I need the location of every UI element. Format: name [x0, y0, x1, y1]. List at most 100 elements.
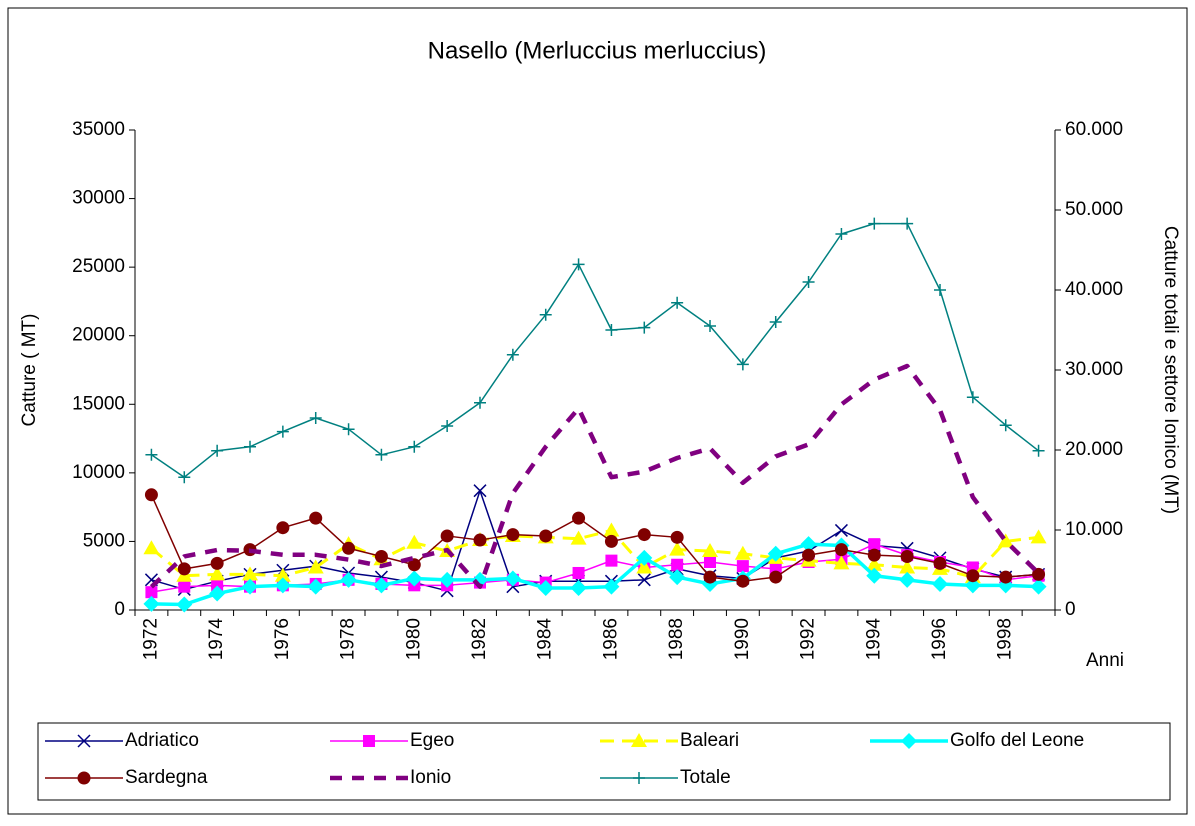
data-point — [375, 448, 388, 461]
legend-label: Golfo del Leone — [950, 730, 1084, 751]
y-tick-label: 0 — [114, 599, 125, 620]
data-point — [144, 488, 158, 502]
data-point — [242, 578, 258, 595]
x-tick-label: 1976 — [272, 618, 293, 660]
data-point — [736, 358, 749, 371]
data-point — [309, 412, 322, 424]
data-point — [670, 530, 684, 544]
data-point — [473, 484, 487, 498]
data-point — [636, 549, 653, 566]
y-tick-label: 5000 — [83, 530, 125, 551]
chart-title: Nasello (Merluccius merluccius) — [428, 37, 767, 64]
data-point — [835, 228, 848, 240]
series-line — [151, 542, 1039, 607]
data-point — [408, 440, 421, 453]
data-point — [145, 586, 158, 599]
data-point — [342, 541, 356, 555]
data-point — [934, 284, 946, 296]
x-tick-label: 1998 — [995, 618, 1016, 660]
x-tick-label: 1988 — [666, 618, 687, 660]
data-point — [145, 448, 158, 461]
data-point — [572, 566, 585, 579]
data-point — [900, 550, 914, 564]
data-point — [441, 420, 454, 432]
y2-axis-label: Catture totali e settore Ionico (MT) — [1160, 226, 1181, 514]
data-point — [703, 570, 717, 584]
data-point — [868, 538, 881, 551]
data-point — [704, 320, 716, 332]
y2-tick-label: 20.000 — [1065, 439, 1123, 460]
data-point — [932, 575, 948, 592]
data-point — [274, 577, 291, 594]
data-point — [276, 425, 289, 438]
data-point — [933, 556, 947, 570]
data-point — [474, 396, 486, 409]
data-point — [966, 569, 980, 583]
series-line — [151, 489, 1039, 592]
data-point — [999, 419, 1012, 432]
data-point — [178, 580, 191, 593]
legend-label: Baleari — [680, 730, 739, 751]
data-point — [407, 558, 421, 572]
data-point — [537, 580, 554, 597]
x-tick-label: 1974 — [206, 618, 227, 661]
data-point — [605, 324, 618, 336]
data-point — [570, 530, 587, 545]
data-point — [899, 559, 916, 574]
data-point — [473, 533, 487, 547]
x-tick-label: 1980 — [403, 618, 424, 660]
data-point — [999, 570, 1013, 584]
y2-tick-label: 30.000 — [1065, 359, 1123, 380]
data-point — [1032, 444, 1045, 457]
data-point — [638, 321, 651, 334]
legend-label: Ionio — [410, 767, 451, 788]
legend-label: Totale — [680, 767, 731, 788]
x-tick-label: 1972 — [140, 618, 161, 660]
data-point — [603, 522, 620, 537]
legend-marker — [363, 735, 375, 747]
data-point — [736, 574, 750, 588]
data-point — [899, 571, 916, 588]
data-point — [244, 440, 256, 453]
x-tick-label: 1996 — [929, 618, 950, 660]
legend-marker — [633, 772, 645, 784]
legend-label: Adriatico — [125, 730, 199, 751]
data-point — [736, 560, 749, 573]
y-tick-label: 35000 — [72, 119, 125, 140]
data-point — [964, 577, 981, 594]
data-point — [143, 540, 160, 555]
data-point — [440, 529, 454, 543]
x-tick-label: 1986 — [600, 618, 621, 660]
x-tick-label: 1994 — [863, 618, 884, 661]
data-point — [604, 534, 618, 548]
data-point — [605, 554, 618, 567]
y-axis-label: Catture ( MT) — [19, 314, 40, 427]
data-point — [1030, 578, 1047, 595]
data-point — [671, 296, 684, 309]
data-point — [901, 217, 914, 230]
data-point — [209, 585, 226, 602]
x-axis-label: Anni — [1086, 650, 1124, 671]
data-point — [570, 580, 587, 597]
data-point — [539, 308, 552, 321]
x-tick-label: 1990 — [732, 618, 753, 660]
x-tick-label: 1982 — [469, 618, 490, 660]
data-point — [702, 543, 718, 558]
legend-marker — [631, 733, 647, 747]
data-point — [506, 348, 519, 361]
data-point — [276, 521, 290, 535]
series-line — [150, 494, 1039, 582]
data-point — [242, 566, 258, 581]
x-tick-label: 1992 — [798, 618, 819, 660]
y2-tick-label: 50.000 — [1065, 199, 1123, 220]
data-point — [210, 556, 224, 570]
data-point — [769, 570, 783, 584]
y-tick-label: 15000 — [72, 393, 125, 414]
data-point — [439, 571, 456, 588]
x-tick-label: 1978 — [338, 618, 359, 660]
data-point — [143, 595, 160, 612]
data-point — [834, 523, 848, 537]
legend-marker — [901, 733, 917, 749]
